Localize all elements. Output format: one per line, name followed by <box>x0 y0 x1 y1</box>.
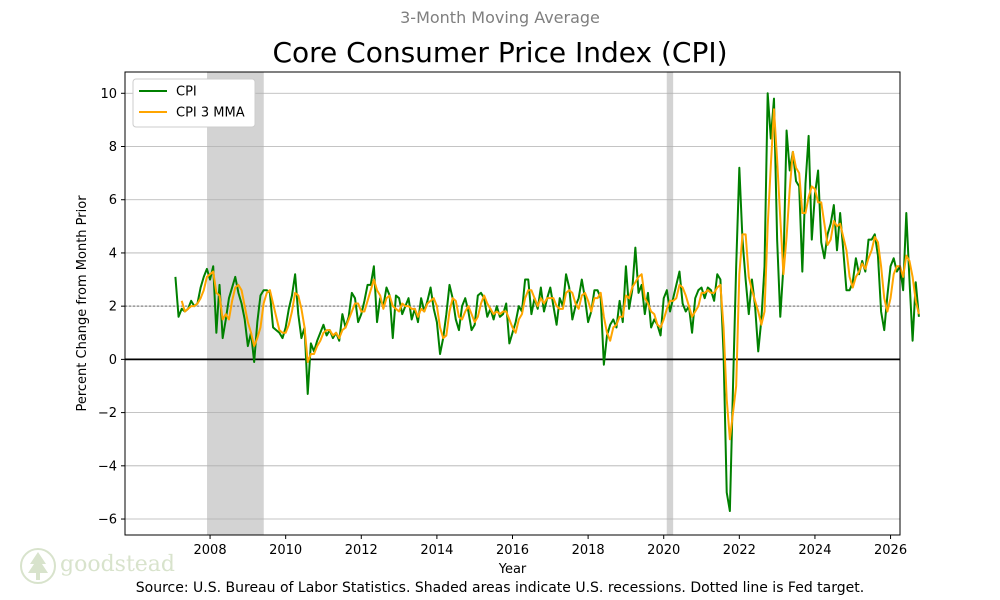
x-tick-label: 2026 <box>874 543 907 558</box>
x-tick-label: 2016 <box>496 543 529 558</box>
recession-band-0 <box>207 72 264 535</box>
brand-logo: goodstead <box>20 546 180 586</box>
x-tick-label: 2020 <box>647 543 680 558</box>
y-tick-label: −2 <box>98 406 117 421</box>
x-tick-label: 2010 <box>269 543 302 558</box>
x-tick-label: 2018 <box>572 543 605 558</box>
y-axis-label: Percent Change from Month Prior <box>75 195 90 412</box>
x-tick-label: 2008 <box>194 543 227 558</box>
legend-label-cpi: CPI <box>176 85 197 100</box>
series-line-cpi <box>174 92 920 513</box>
y-tick-label: −4 <box>98 459 117 474</box>
y-tick-label: 0 <box>109 353 117 368</box>
x-axis-label: Year <box>498 562 527 577</box>
y-tick-label: 10 <box>100 87 117 102</box>
y-tick-label: 2 <box>109 300 117 315</box>
chart-subtitle: 3-Month Moving Average <box>400 8 600 27</box>
chart-title: Core Consumer Price Index (CPI) <box>272 36 728 69</box>
source-note: Source: U.S. Bureau of Labor Statistics.… <box>135 580 865 596</box>
x-tick-label: 2014 <box>420 543 453 558</box>
x-tick-label: 2012 <box>345 543 378 558</box>
series-line-cpi-3mma <box>180 108 920 441</box>
legend: CPI CPI 3 MMA <box>132 78 256 128</box>
y-tick-label: 6 <box>109 193 117 208</box>
brand-name: goodstead <box>60 552 176 577</box>
legend-label-cpi-3mma: CPI 3 MMA <box>176 106 245 121</box>
x-tick-label: 2022 <box>723 543 756 558</box>
x-tick-label: 2024 <box>798 543 831 558</box>
y-tick-label: −6 <box>98 513 117 528</box>
tree-icon <box>20 548 56 584</box>
y-tick-label: 4 <box>109 246 117 261</box>
y-tick-label: 8 <box>109 140 117 155</box>
